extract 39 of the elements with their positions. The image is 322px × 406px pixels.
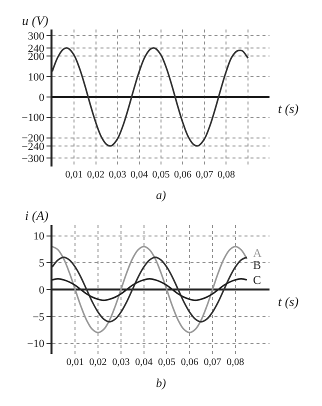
y-tick-label: 0 xyxy=(38,92,45,104)
series-label: C xyxy=(253,273,262,287)
series-label: A xyxy=(253,246,262,260)
x-tick-label: 0,05 xyxy=(158,357,176,368)
x-tick-label: 0,06 xyxy=(180,357,198,368)
line-series xyxy=(52,47,249,147)
x-tick-label: 0,07 xyxy=(196,169,214,180)
x-tick-label: 0,04 xyxy=(135,357,153,368)
x-axis-title: t (s) xyxy=(278,294,299,309)
y-tick-label: 0 xyxy=(38,284,45,296)
x-axis-title: t (s) xyxy=(278,101,299,116)
y-tick-label: 5 xyxy=(38,258,45,270)
y-axis-title: i (A) xyxy=(25,208,48,223)
text: b) xyxy=(156,376,166,390)
x-tick-label: 0,02 xyxy=(87,169,105,180)
x-tick-label: 0,08 xyxy=(226,357,244,368)
x-tick-label: 0,03 xyxy=(112,357,130,368)
x-tick-label: 0,04 xyxy=(130,169,148,180)
y-tick-label: 300 xyxy=(28,30,45,43)
series-label: B xyxy=(253,258,262,272)
x-tick-label: 0,07 xyxy=(204,357,222,368)
text: a) xyxy=(156,188,166,202)
y-tick-label: −100 xyxy=(22,112,45,124)
y-tick-label: −10 xyxy=(27,338,45,350)
x-tick-label: 0,06 xyxy=(174,169,192,180)
y-tick-label: 100 xyxy=(28,71,45,84)
y-tick-label: −240 xyxy=(22,140,45,153)
y-tick-label: −300 xyxy=(22,153,45,166)
x-tick-label: 0,03 xyxy=(108,169,126,180)
x-tick-label: 0,01 xyxy=(66,357,84,368)
line-series xyxy=(52,256,248,323)
x-tick-label: 0,08 xyxy=(217,169,235,180)
x-tick-label: 0,01 xyxy=(65,169,83,180)
y-tick-label: 200 xyxy=(28,50,45,63)
y-axis-title: u (V) xyxy=(22,13,48,28)
y-tick-label: 10 xyxy=(33,230,45,243)
y-tick-label: −5 xyxy=(32,311,45,324)
x-tick-label: 0,05 xyxy=(152,169,170,180)
x-tick-label: 0,02 xyxy=(89,357,107,368)
